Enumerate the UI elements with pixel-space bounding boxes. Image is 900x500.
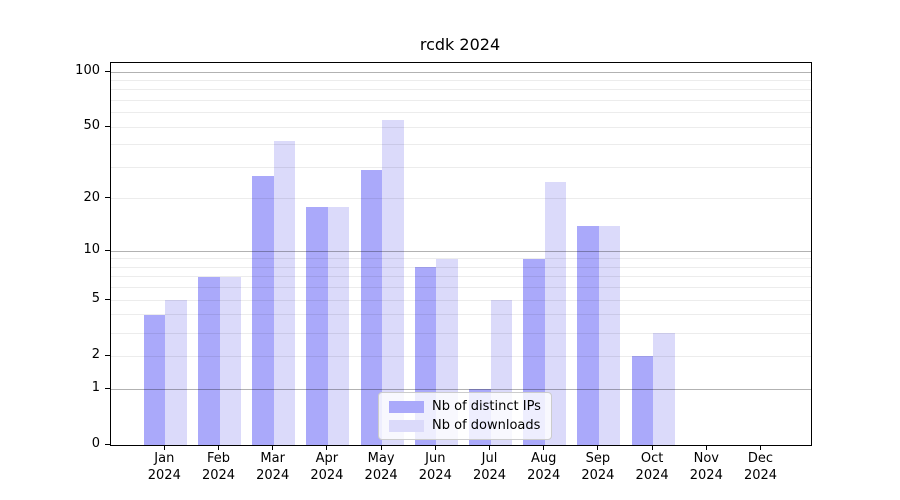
y-tick-0	[105, 443, 110, 445]
gridline-80	[111, 89, 811, 91]
y-tick-label-1: 1	[91, 380, 100, 395]
y-tick-10	[105, 249, 110, 251]
x-tick-nov	[705, 445, 707, 450]
gridlines-layer	[111, 63, 811, 445]
x-tick-jun	[434, 445, 436, 450]
y-tick-100	[105, 70, 110, 72]
legend-row-downloads: Nb of downloads	[389, 418, 541, 433]
bar-may-downloads	[382, 119, 404, 445]
gridline-10	[111, 250, 811, 252]
bar-aug-downloads	[544, 181, 567, 445]
x-tick-mar	[272, 445, 274, 450]
x-tick-may	[380, 445, 382, 450]
chart-title: rcdk 2024	[419, 35, 501, 54]
plot-area	[110, 62, 812, 446]
gridline-9	[111, 258, 811, 260]
bar-feb-downloads	[219, 276, 241, 445]
x-tick-label-mar: Mar 2024	[256, 451, 290, 483]
gridline-3	[111, 332, 811, 334]
x-tick-label-aug: Aug 2024	[527, 451, 561, 483]
x-tick-label-oct: Oct 2024	[635, 451, 669, 483]
legend: Nb of distinct IPs Nb of downloads	[378, 392, 552, 440]
x-tick-feb	[218, 445, 219, 450]
bar-mar-distinct-ips	[252, 175, 274, 445]
gridline-70	[111, 100, 811, 101]
legend-row-distinct-ips: Nb of distinct IPs	[389, 399, 541, 414]
x-tick-label-dec: Dec 2024	[743, 451, 778, 483]
gridline-7	[111, 276, 811, 278]
bar-sep-distinct-ips	[577, 226, 599, 445]
gridline-20	[111, 198, 811, 200]
legend-swatch-distinct-ips	[389, 400, 424, 413]
y-tick-50	[105, 125, 110, 127]
y-tick-label-100: 100	[75, 63, 100, 78]
gridline-2	[111, 355, 811, 357]
gridline-90	[111, 79, 811, 81]
x-tick-dec	[760, 445, 761, 450]
y-tick-label-50: 50	[83, 118, 100, 134]
bar-apr-distinct-ips	[306, 207, 328, 445]
bar-jan-downloads	[165, 300, 187, 445]
gridline-8	[111, 266, 811, 268]
gridline-40	[111, 144, 811, 146]
x-tick-label-apr: Apr 2024	[310, 451, 344, 483]
x-tick-label-jul: Jul 2024	[472, 451, 507, 483]
y-tick-label-20: 20	[83, 189, 100, 205]
x-tick-label-sep: Sep 2024	[581, 451, 615, 483]
x-tick-apr	[326, 445, 328, 450]
x-tick-oct	[651, 445, 653, 450]
x-tick-sep	[597, 445, 599, 450]
x-tick-label-jan: Jan 2024	[147, 451, 181, 483]
x-tick-label-may: May 2024	[364, 451, 398, 483]
y-tick-label-2: 2	[91, 347, 100, 363]
y-tick-2	[105, 354, 110, 356]
x-tick-label-nov: Nov 2024	[689, 451, 723, 483]
y-tick-1	[105, 387, 110, 389]
gridline-5	[111, 299, 811, 301]
x-tick-label-jun: Jun 2024	[418, 451, 452, 483]
bar-feb-distinct-ips	[198, 276, 220, 445]
bar-sep-downloads	[598, 226, 621, 445]
y-tick-5	[105, 298, 110, 300]
y-tick-label-10: 10	[83, 242, 100, 258]
gridline-4	[111, 314, 811, 316]
gridline-50	[111, 126, 811, 128]
gridline-30	[111, 167, 811, 168]
y-tick-label-0: 0	[91, 436, 100, 451]
x-tick-aug	[543, 445, 545, 450]
legend-swatch-downloads	[389, 419, 424, 432]
gridline-60	[111, 112, 811, 114]
gridline-100	[111, 71, 811, 73]
bar-may-distinct-ips	[360, 170, 383, 445]
x-tick-jul	[489, 445, 490, 450]
bar-apr-downloads	[327, 207, 350, 445]
legend-label: Nb of distinct IPs	[432, 399, 541, 414]
x-tick-jan	[163, 445, 165, 450]
gridline-6	[111, 287, 811, 289]
gridline-1	[111, 388, 811, 390]
bar-oct-downloads	[653, 333, 675, 445]
x-tick-label-feb: Feb 2024	[201, 451, 236, 483]
y-tick-label-5: 5	[91, 291, 100, 307]
y-tick-20	[105, 197, 110, 199]
bar-oct-distinct-ips	[631, 356, 654, 445]
legend-label: Nb of downloads	[432, 418, 541, 433]
bar-mar-downloads	[273, 141, 296, 445]
bar-jan-distinct-ips	[143, 314, 166, 445]
